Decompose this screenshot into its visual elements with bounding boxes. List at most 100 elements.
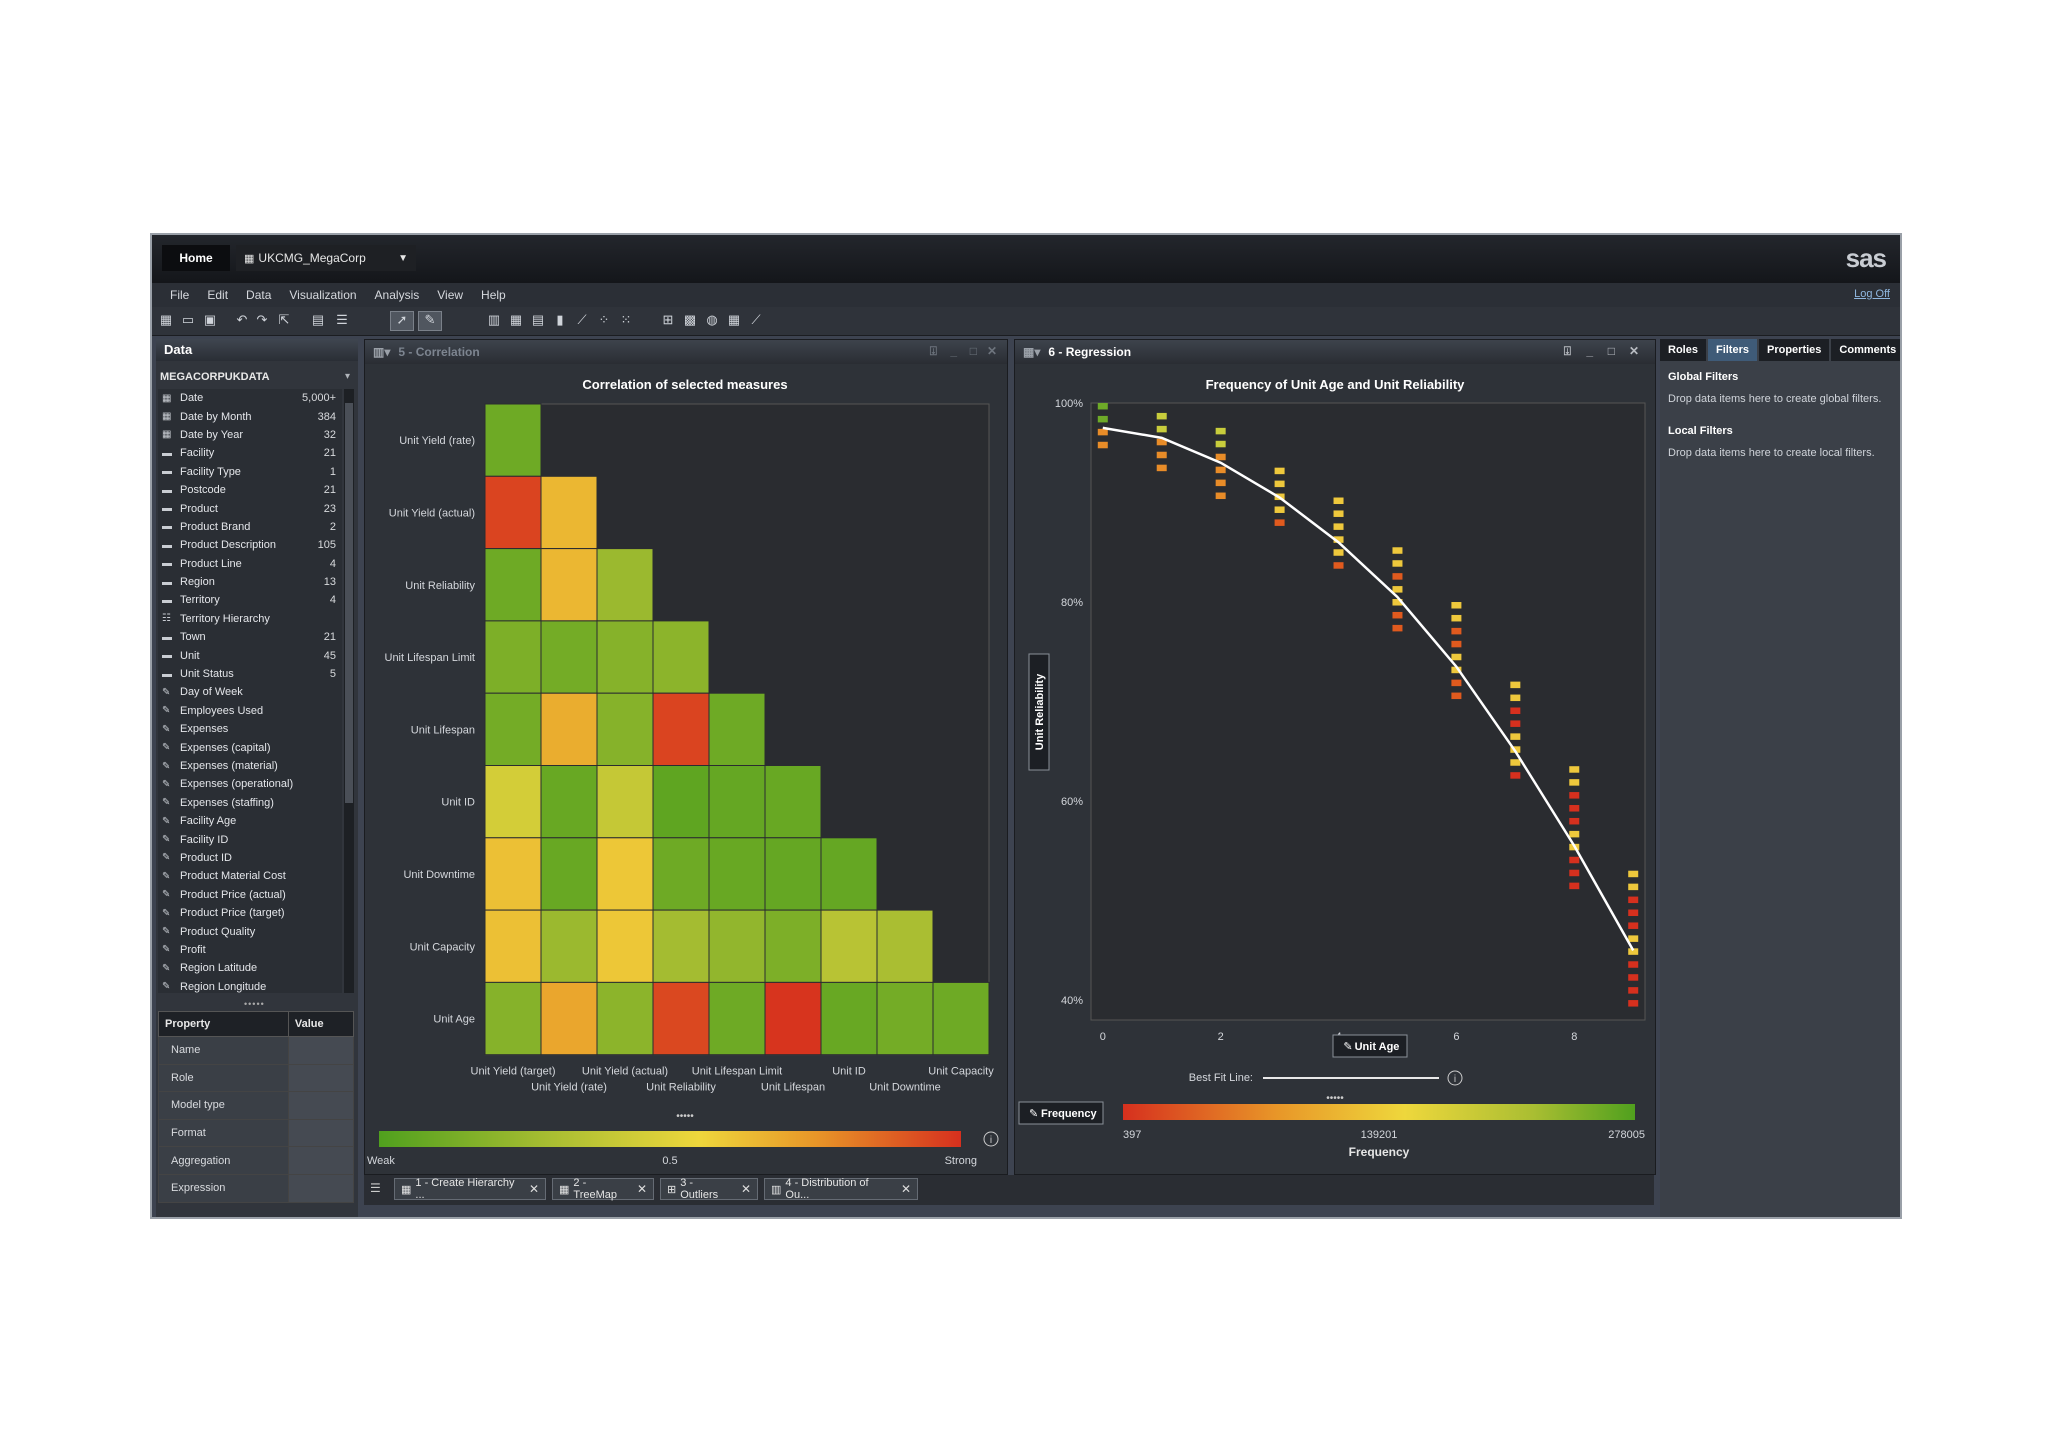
data-item[interactable]: ✎ Expenses (staffing): [158, 794, 342, 812]
data-item[interactable]: ✎ Region Latitude: [158, 959, 342, 977]
data-item[interactable]: ▬ Product Brand 2: [158, 518, 342, 536]
data-item[interactable]: ▬ Unit 45: [158, 646, 342, 664]
property-value[interactable]: [287, 1036, 355, 1065]
scatter-point[interactable]: [1628, 935, 1639, 942]
data-item[interactable]: ✎ Product ID: [158, 849, 342, 867]
close-icon[interactable]: ✕: [900, 1182, 911, 1196]
scatter-point[interactable]: [1392, 560, 1403, 567]
page-tab[interactable]: ⊞ 3 - Outliers ✕: [660, 1177, 758, 1201]
page-list-icon[interactable]: ☰: [370, 1181, 381, 1195]
scatter-point[interactable]: [1156, 412, 1167, 420]
data-item[interactable]: ✎ Expenses (operational): [158, 775, 342, 793]
scatter-point[interactable]: [1333, 510, 1344, 517]
data-item[interactable]: ▬ Facility 21: [158, 444, 342, 462]
data-item[interactable]: ✎ Expenses (capital): [158, 738, 342, 756]
heatmap-cell[interactable]: [820, 837, 878, 911]
heatmap-cell[interactable]: [596, 837, 654, 911]
close-icon[interactable]: ✕: [740, 1182, 751, 1196]
scatter-point[interactable]: [1215, 453, 1226, 461]
scatter-point[interactable]: [1628, 909, 1639, 917]
scatter-point[interactable]: [1156, 425, 1167, 433]
menu-visualization[interactable]: Visualization: [289, 288, 357, 302]
heatmap-cell[interactable]: [652, 837, 710, 911]
heatmap-cell[interactable]: [652, 692, 710, 767]
box-plot-icon[interactable]: ⊞: [662, 312, 674, 327]
redo-icon[interactable]: ↷: [256, 312, 268, 327]
data-item[interactable]: ✎ Product Price (target): [158, 904, 342, 922]
heatmap-cell[interactable]: [484, 548, 542, 622]
page-tab[interactable]: ▥ 4 - Distribution of Ou... ✕: [764, 1177, 918, 1201]
bar-chart-icon[interactable]: ▮: [556, 312, 564, 327]
heatmap-cell[interactable]: [540, 620, 598, 694]
scatter-point[interactable]: [1628, 987, 1639, 994]
scatter-point[interactable]: [1569, 766, 1580, 773]
heatmap-cell[interactable]: [540, 909, 598, 983]
data-item[interactable]: ▦ Date by Month 384: [158, 407, 342, 425]
scatter-point[interactable]: [1097, 402, 1108, 410]
menu-view[interactable]: View: [437, 288, 464, 302]
scatter-point[interactable]: [1215, 466, 1226, 474]
data-item[interactable]: ▬ Facility Type 1: [158, 463, 342, 481]
data-item[interactable]: ▬ Product Line 4: [158, 555, 342, 573]
menu-edit[interactable]: Edit: [207, 288, 229, 302]
global-filters-dropzone[interactable]: Drop data items here to create global fi…: [1668, 393, 1882, 405]
page-tab[interactable]: ▦ 2 - TreeMap ✕: [552, 1177, 654, 1201]
scatter-point[interactable]: [1156, 464, 1167, 472]
page-icon[interactable]: ▤: [311, 312, 325, 327]
scatter-point[interactable]: [1274, 480, 1285, 488]
pin-icon[interactable]: ⍗: [1563, 344, 1571, 358]
scatter-point[interactable]: [1333, 536, 1344, 543]
scatter-point[interactable]: [1628, 948, 1639, 955]
heatmap-cell[interactable]: [876, 909, 934, 983]
chart-type-icon[interactable]: ▥▾: [373, 345, 391, 359]
scatter-point[interactable]: [1274, 519, 1285, 526]
scatter-point[interactable]: [1097, 428, 1108, 436]
property-value[interactable]: [287, 1063, 355, 1093]
heatmap-cell[interactable]: [652, 981, 710, 1056]
minimize-icon[interactable]: _: [1586, 344, 1593, 358]
data-item[interactable]: ✎ Facility ID: [158, 830, 342, 848]
page-tab[interactable]: ▦ 1 - Create Hierarchy ... ✕: [394, 1177, 546, 1201]
data-item[interactable]: ▬ Unit Status 5: [158, 665, 342, 683]
close-icon[interactable]: ✕: [528, 1182, 539, 1196]
heatmap-cell[interactable]: [540, 692, 598, 767]
brush-icon[interactable]: ✎: [418, 311, 442, 331]
data-item[interactable]: ☷ Territory Hierarchy: [158, 610, 342, 628]
scatter-point[interactable]: [1274, 506, 1285, 513]
data-item[interactable]: ▬ Product 23: [158, 499, 342, 517]
data-item[interactable]: ▬ Region 13: [158, 573, 342, 591]
menu-data[interactable]: Data: [246, 288, 272, 302]
heatmap-icon[interactable]: ▩: [683, 312, 697, 327]
project-selector[interactable]: ▦ UKCMG_MegaCorp ▼: [236, 245, 416, 271]
correlation-icon[interactable]: ⟋: [751, 312, 761, 327]
scatter-point[interactable]: [1333, 549, 1344, 556]
heatmap-cell[interactable]: [596, 981, 654, 1056]
heatmap-cell[interactable]: [708, 909, 766, 983]
chart-type-icon[interactable]: ▦▾: [1023, 345, 1041, 359]
heatmap-cell[interactable]: [764, 837, 822, 911]
scatter-point[interactable]: [1628, 896, 1639, 904]
heatmap-cell[interactable]: [820, 981, 878, 1056]
heatmap-cell[interactable]: [540, 837, 598, 911]
scatter-point[interactable]: [1569, 779, 1580, 786]
scatter-point[interactable]: [1510, 759, 1521, 766]
heatmap-cell[interactable]: [708, 765, 766, 839]
heatmap-cell[interactable]: [652, 620, 710, 694]
save-icon[interactable]: ▣: [203, 312, 217, 327]
scatter-point[interactable]: [1628, 883, 1639, 891]
heatmap-cell[interactable]: [596, 548, 654, 622]
scatter-point[interactable]: [1392, 624, 1403, 632]
scatter-point[interactable]: [1569, 856, 1580, 864]
layers-icon[interactable]: ☰: [336, 312, 348, 327]
heatmap-cell[interactable]: [484, 692, 542, 767]
scatter-point[interactable]: [1392, 573, 1403, 580]
scatter-point[interactable]: [1392, 599, 1403, 606]
data-item[interactable]: ✎ Product Material Cost: [158, 867, 342, 885]
scatter-point[interactable]: [1569, 792, 1580, 799]
scatter-point[interactable]: [1510, 681, 1521, 689]
scatter-point[interactable]: [1156, 451, 1167, 459]
menu-analysis[interactable]: Analysis: [374, 288, 420, 302]
close-icon[interactable]: ✕: [1628, 344, 1639, 358]
scatter-point[interactable]: [1510, 720, 1521, 727]
data-item[interactable]: ▬ Postcode 21: [158, 481, 342, 499]
